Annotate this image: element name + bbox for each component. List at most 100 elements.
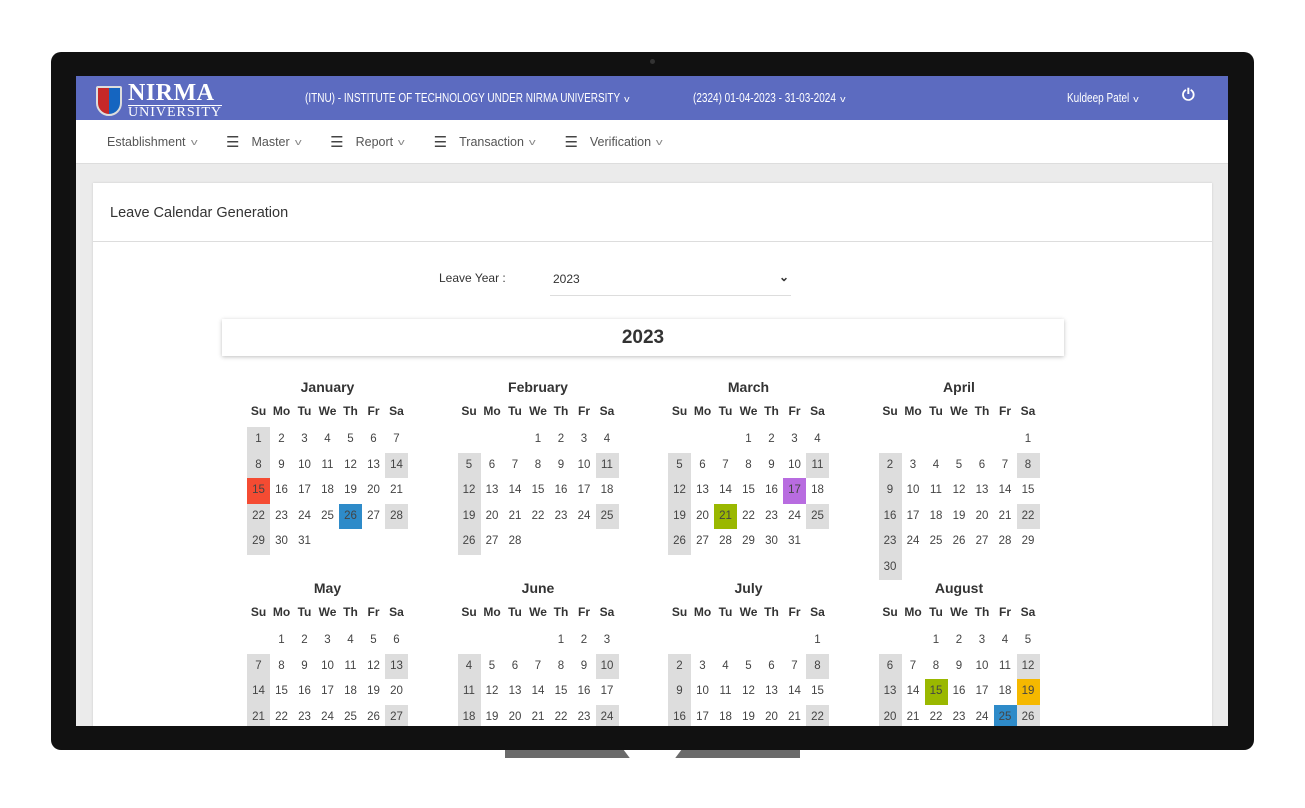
calendar-day[interactable]: 22 (929, 710, 943, 723)
calendar-day[interactable]: 8 (278, 659, 285, 672)
calendar-day[interactable]: 24 (298, 509, 311, 522)
calendar-day[interactable]: 1 (745, 433, 752, 445)
calendar-day[interactable]: 10 (577, 458, 591, 471)
calendar-day[interactable]: 5 (745, 659, 752, 672)
calendar-day[interactable]: 16 (298, 685, 311, 697)
calendar-day[interactable]: 3 (909, 458, 917, 471)
calendar-day[interactable]: 9 (768, 458, 775, 471)
calendar-day[interactable]: 25 (344, 710, 357, 723)
calendar-day[interactable]: 4 (324, 433, 331, 445)
calendar-day[interactable]: 14 (906, 685, 920, 697)
calendar-day[interactable]: 9 (557, 458, 565, 471)
nav-establishment[interactable]: Establishment v (107, 135, 197, 149)
calendar-day[interactable]: 26 (952, 535, 966, 547)
holiday-day[interactable]: 26 (339, 503, 362, 529)
calendar-day[interactable]: 15 (275, 685, 288, 697)
calendar-day[interactable]: 23 (554, 509, 568, 522)
calendar-day[interactable]: 18 (998, 685, 1012, 697)
calendar-day[interactable]: 2 (557, 433, 565, 445)
calendar-day[interactable]: 22 (531, 509, 545, 522)
calendar-day[interactable]: 21 (247, 704, 270, 726)
calendar-day[interactable]: 12 (367, 659, 380, 672)
calendar-day[interactable]: 20 (485, 509, 499, 522)
calendar-day[interactable]: 25 (321, 509, 334, 522)
calendar-day[interactable]: 17 (906, 509, 920, 522)
calendar-day[interactable]: 3 (603, 634, 611, 646)
calendar-day[interactable]: 7 (722, 458, 729, 471)
leave-year-select[interactable]: 2023 ⌄ (550, 263, 791, 296)
calendar-day[interactable]: 2 (278, 433, 285, 445)
calendar-day[interactable]: 9 (580, 659, 588, 672)
calendar-day[interactable]: 6 (370, 433, 377, 445)
calendar-day[interactable]: 9 (878, 478, 902, 504)
calendar-day[interactable]: 23 (298, 710, 311, 723)
calendar-day[interactable]: 11 (806, 452, 829, 478)
calendar-day[interactable]: 13 (385, 653, 408, 679)
calendar-day[interactable]: 20 (390, 685, 403, 697)
calendar-day[interactable]: 2 (878, 452, 902, 478)
calendar-day[interactable]: 7 (534, 659, 542, 672)
calendar-day[interactable]: 23 (765, 509, 778, 522)
calendar-day[interactable]: 4 (347, 634, 354, 646)
nav-verification[interactable]: ☰ Verification v (564, 133, 662, 151)
calendar-day[interactable]: 26 (668, 529, 691, 555)
calendar-day[interactable]: 13 (975, 484, 989, 496)
calendar-day[interactable]: 8 (745, 458, 752, 471)
calendar-day[interactable]: 3 (699, 659, 706, 672)
calendar-day[interactable]: 12 (485, 685, 499, 697)
calendar-day[interactable]: 18 (321, 484, 334, 496)
calendar-day[interactable]: 16 (952, 685, 966, 697)
calendar-day[interactable]: 5 (955, 458, 963, 471)
calendar-day[interactable]: 14 (998, 484, 1012, 496)
calendar-day[interactable]: 18 (811, 484, 824, 496)
calendar-day[interactable]: 27 (367, 509, 380, 522)
holiday-day[interactable]: 19 (1016, 679, 1040, 705)
calendar-day[interactable]: 9 (668, 679, 691, 705)
calendar-day[interactable]: 10 (975, 659, 989, 672)
calendar-day[interactable]: 26 (367, 710, 380, 723)
calendar-day[interactable]: 10 (298, 458, 311, 471)
calendar-day[interactable]: 25 (929, 535, 943, 547)
calendar-day[interactable]: 5 (347, 433, 354, 445)
calendar-day[interactable]: 25 (595, 503, 619, 529)
calendar-day[interactable]: 4 (1001, 634, 1009, 646)
calendar-day[interactable]: 1 (932, 634, 940, 646)
calendar-day[interactable]: 4 (722, 659, 729, 672)
calendar-day[interactable]: 23 (878, 529, 902, 555)
calendar-day[interactable]: 11 (930, 484, 942, 496)
calendar-day[interactable]: 27 (485, 535, 499, 547)
calendar-day[interactable]: 3 (301, 433, 308, 445)
calendar-day[interactable]: 15 (531, 484, 545, 496)
calendar-day[interactable]: 10 (696, 685, 709, 697)
calendar-day[interactable]: 18 (600, 484, 614, 496)
calendar-day[interactable]: 10 (595, 653, 619, 679)
calendar-day[interactable]: 21 (788, 710, 801, 723)
calendar-day[interactable]: 12 (742, 685, 755, 697)
calendar-day[interactable]: 25 (806, 503, 829, 529)
calendar-day[interactable]: 13 (508, 685, 522, 697)
calendar-day[interactable]: 26 (457, 529, 481, 555)
nav-report[interactable]: ☰ Report v (330, 133, 405, 151)
calendar-day[interactable]: 14 (719, 484, 732, 496)
calendar-day[interactable]: 14 (247, 679, 270, 705)
holiday-day[interactable]: 15 (247, 478, 270, 504)
calendar-day[interactable]: 18 (344, 685, 357, 697)
calendar-day[interactable]: 20 (696, 509, 709, 522)
calendar-day[interactable]: 24 (975, 710, 989, 723)
calendar-day[interactable]: 24 (788, 509, 801, 522)
calendar-day[interactable]: 2 (768, 433, 775, 445)
holiday-day[interactable]: 17 (783, 478, 806, 504)
calendar-day[interactable]: 3 (324, 634, 331, 646)
calendar-day[interactable]: 30 (765, 535, 778, 547)
calendar-day[interactable]: 8 (1016, 452, 1040, 478)
calendar-day[interactable]: 19 (367, 685, 380, 697)
calendar-day[interactable]: 19 (457, 503, 481, 529)
calendar-day[interactable]: 15 (811, 685, 824, 697)
holiday-day[interactable]: 21 (714, 503, 737, 529)
calendar-day[interactable]: 7 (791, 659, 798, 672)
calendar-day[interactable]: 19 (485, 710, 499, 723)
calendar-day[interactable]: 22 (247, 503, 270, 529)
calendar-day[interactable]: 15 (554, 685, 568, 697)
calendar-day[interactable]: 3 (791, 433, 798, 445)
calendar-day[interactable]: 5 (1024, 634, 1032, 646)
